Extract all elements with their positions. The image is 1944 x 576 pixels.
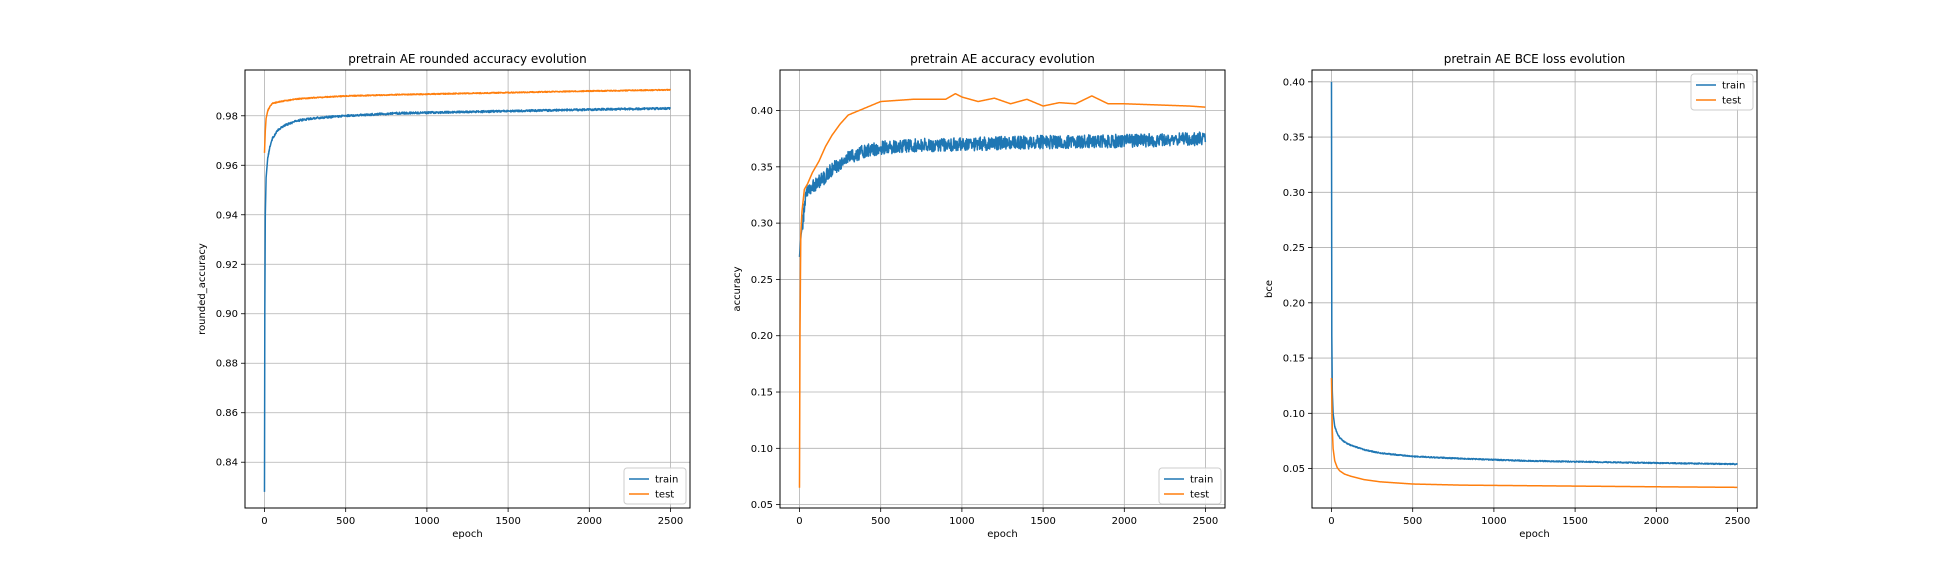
legend-box — [1158, 467, 1222, 505]
y-tick-label: 0.40 — [1283, 77, 1305, 88]
y-tick-label: 0.10 — [751, 444, 773, 455]
legend: train test — [1158, 467, 1222, 505]
y-tick-label: 0.10 — [1283, 409, 1305, 420]
y-tick-label: 0.92 — [216, 260, 238, 271]
y-tick-label: 0.96 — [216, 161, 238, 172]
y-tick-label: 0.05 — [1283, 464, 1305, 475]
legend-box — [623, 467, 687, 505]
accuracy-panel: pretrain AE accuracy evolution 0 500 1000 1… — [732, 52, 1226, 540]
series — [263, 88, 672, 492]
y-tick-label: 0.88 — [216, 359, 238, 370]
y-tick-label: 0.35 — [751, 162, 773, 173]
y-tick-label: 0.94 — [216, 210, 238, 221]
legend-label-train: train — [1190, 475, 1213, 486]
x-tick-label: 0 — [261, 516, 267, 527]
x-axis-label: epoch — [1519, 529, 1549, 540]
series-line-train — [263, 106, 672, 492]
grid — [245, 70, 690, 508]
x-tick-label: 500 — [871, 516, 890, 527]
legend-label-test: test — [655, 490, 674, 501]
y-tick-label: 0.25 — [751, 275, 773, 286]
y-tick-label: 0.25 — [1283, 243, 1305, 254]
series-line-test — [798, 92, 1206, 488]
plot-frame — [244, 69, 691, 509]
y-tick-label: 0.20 — [751, 331, 773, 342]
x-axis-ticks: 0 500 1000 1500 2000 2500 — [261, 508, 683, 527]
y-tick-label: 0.40 — [751, 106, 773, 117]
series — [798, 92, 1207, 488]
y-tick-label: 0.20 — [1283, 298, 1305, 309]
y-tick-label: 0.30 — [751, 219, 773, 230]
x-tick-label: 2000 — [577, 516, 602, 527]
x-tick-label: 2500 — [658, 516, 683, 527]
bce-loss-panel: pretrain AE BCE loss evolution 0 500 1000 1… — [1264, 52, 1758, 540]
y-tick-label: 0.15 — [1283, 354, 1305, 365]
x-tick-label: 1000 — [949, 516, 974, 527]
series-line-train — [1330, 81, 1738, 466]
x-tick-label: 2000 — [1644, 516, 1669, 527]
chart-title: pretrain AE rounded accuracy evolution — [348, 52, 586, 66]
y-axis-ticks: 0.05 0.10 0.15 0.20 0.25 0.30 0.35 0.40 — [751, 106, 780, 511]
y-axis-label: rounded_accuracy — [197, 243, 208, 335]
legend-box — [1690, 73, 1754, 111]
grid — [780, 70, 1225, 508]
x-tick-label: 500 — [1403, 516, 1422, 527]
y-axis-ticks: 0.84 0.86 0.88 0.90 0.92 0.94 0.96 0.98 — [216, 111, 245, 469]
legend-label-test: test — [1722, 96, 1741, 107]
y-tick-label: 0.15 — [751, 388, 773, 399]
x-axis-ticks: 0 500 1000 1500 2000 2500 — [1328, 508, 1750, 527]
plot-frame — [779, 69, 1226, 509]
x-tick-label: 1000 — [414, 516, 439, 527]
chart-title: pretrain AE BCE loss evolution — [1444, 52, 1626, 66]
series-line-train — [798, 131, 1207, 257]
x-tick-label: 500 — [336, 516, 355, 527]
y-tick-label: 0.84 — [216, 458, 238, 469]
x-tick-label: 0 — [796, 516, 802, 527]
series — [1330, 81, 1738, 489]
series-line-test — [1330, 377, 1738, 489]
y-tick-label: 0.86 — [216, 408, 238, 419]
y-tick-label: 0.90 — [216, 309, 238, 320]
legend-label-test: test — [1190, 490, 1209, 501]
legend-label-train: train — [655, 475, 678, 486]
y-axis-label: bce — [1264, 280, 1275, 298]
x-axis-label: epoch — [452, 529, 482, 540]
y-tick-label: 0.98 — [216, 111, 238, 122]
x-tick-label: 1500 — [1030, 516, 1055, 527]
y-tick-label: 0.30 — [1283, 188, 1305, 199]
x-tick-label: 0 — [1328, 516, 1334, 527]
x-tick-label: 2500 — [1725, 516, 1750, 527]
y-tick-label: 0.05 — [751, 500, 773, 511]
x-axis-label: epoch — [987, 529, 1017, 540]
series-line-test — [263, 88, 671, 153]
x-tick-label: 2000 — [1112, 516, 1137, 527]
x-tick-label: 2500 — [1193, 516, 1218, 527]
chart-title: pretrain AE accuracy evolution — [910, 52, 1095, 66]
legend: train test — [1690, 73, 1754, 111]
plot-frame — [1311, 69, 1758, 509]
x-tick-label: 1000 — [1481, 516, 1506, 527]
legend-label-train: train — [1722, 81, 1745, 92]
x-tick-label: 1500 — [1562, 516, 1587, 527]
y-axis-label: accuracy — [732, 266, 743, 311]
legend: train test — [623, 467, 687, 505]
y-tick-label: 0.35 — [1283, 133, 1305, 144]
rounded-accuracy-panel: pretrain AE rounded accuracy evolution 0… — [197, 52, 691, 540]
y-axis-ticks: 0.05 0.10 0.15 0.20 0.25 0.30 0.35 0.40 — [1283, 77, 1312, 475]
grid — [1312, 70, 1757, 508]
x-tick-label: 1500 — [495, 516, 520, 527]
x-axis-ticks: 0 500 1000 1500 2000 2500 — [796, 508, 1218, 527]
